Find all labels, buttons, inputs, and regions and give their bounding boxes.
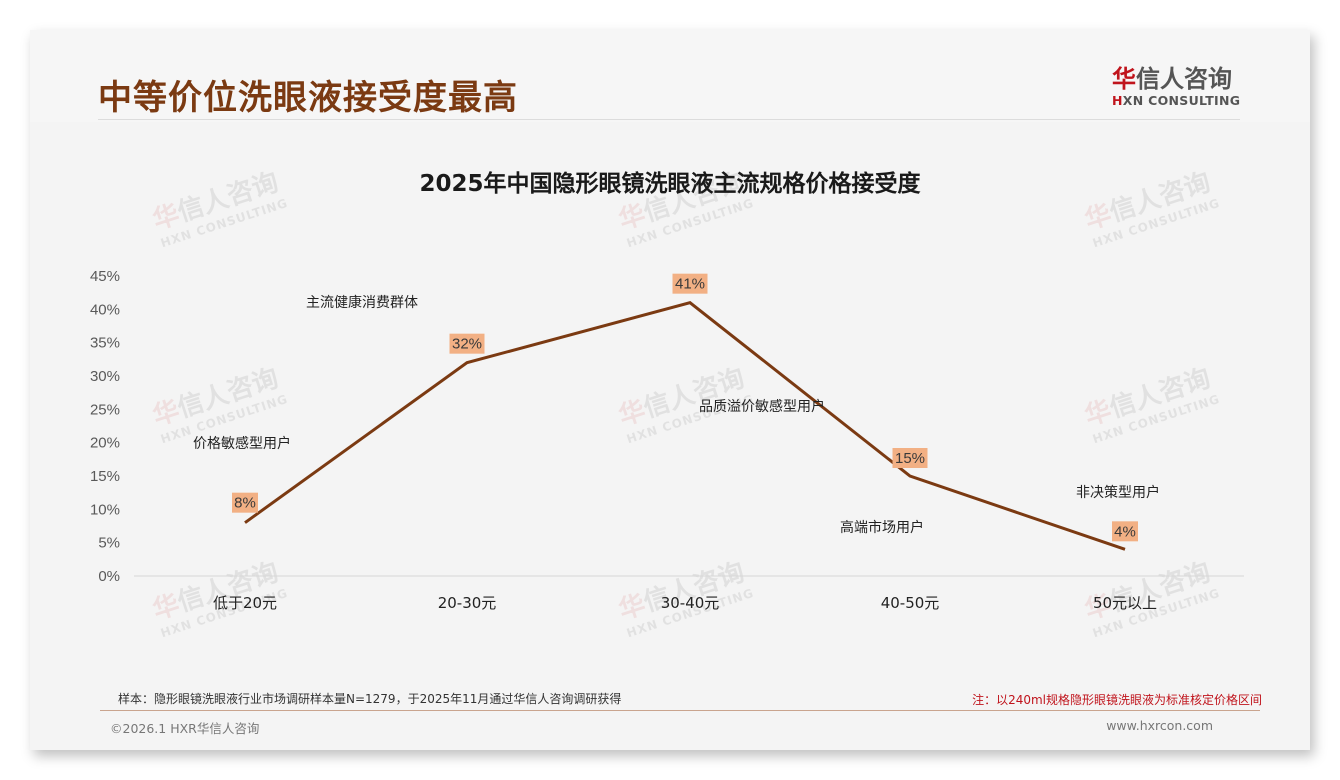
svg-text:4%: 4%	[1114, 523, 1136, 540]
y-tick-label: 40%	[90, 301, 120, 318]
page-title: 中等价位洗眼液接受度最高	[98, 78, 518, 118]
data-label: 32%	[449, 333, 485, 354]
x-tick-label: 低于20元	[213, 594, 277, 612]
svg-text:41%: 41%	[675, 276, 705, 293]
y-tick-label: 35%	[90, 335, 120, 352]
line-chart: 0% 5% 10% 15% 20% 25% 30% 35% 40% 45% 低于20元 20-30元 3…	[90, 268, 1244, 612]
y-tick-label: 0%	[98, 568, 120, 585]
logo-cn: 华信人咨询	[1112, 66, 1242, 92]
y-tick-label: 30%	[90, 368, 120, 385]
logo-en-rest: XN CONSULTING	[1122, 93, 1241, 108]
svg-text:8%: 8%	[234, 495, 256, 512]
logo-cn-first: 华	[1112, 65, 1136, 93]
data-label: 15%	[892, 448, 928, 468]
series-line	[244, 301, 1126, 551]
logo-en: HXN CONSULTING	[1112, 93, 1242, 109]
slide: 中等价位洗眼液接受度最高 华信人咨询 HXN CONSULTING 华信人咨询 H…	[30, 30, 1310, 750]
x-tick-label: 40-50元	[881, 594, 940, 612]
brand-logo: 华信人咨询 HXN CONSULTING	[1112, 66, 1242, 109]
annotation-label: 非决策型用户	[1076, 484, 1160, 501]
logo-en-first: H	[1112, 93, 1123, 108]
data-label: 8%	[232, 492, 258, 513]
data-label: 41%	[672, 273, 708, 294]
annotation-label: 主流健康消费群体	[306, 294, 418, 311]
y-tick-label: 45%	[90, 268, 120, 285]
y-tick-label: 5%	[98, 535, 120, 552]
y-tick-label: 20%	[90, 435, 120, 452]
spec-note: 注：以240ml规格隐形眼镜洗眼液为标准核定价格区间	[972, 693, 1262, 707]
annotation-label: 高端市场用户	[840, 519, 924, 536]
x-tick-label: 30-40元	[661, 594, 720, 612]
x-tick-label: 20-30元	[438, 594, 497, 612]
x-tick-label: 50元以上	[1093, 594, 1157, 612]
chart-title: 2025年中国隐形眼镜洗眼液主流规格价格接受度	[419, 171, 921, 197]
copyright: ©2026.1 HXR华信人咨询	[110, 721, 260, 736]
website-link[interactable]: www.hxrcon.com	[1106, 718, 1213, 733]
header-divider	[98, 119, 1240, 120]
svg-text:32%: 32%	[452, 336, 482, 353]
svg-text:15%: 15%	[895, 450, 925, 467]
logo-cn-rest: 信人咨询	[1136, 65, 1232, 93]
data-label: 4%	[1112, 521, 1138, 542]
y-tick-label: 15%	[90, 468, 120, 485]
annotation-label: 品质溢价敏感型用户	[699, 398, 825, 415]
footer-divider	[100, 710, 1260, 711]
y-tick-label: 25%	[90, 401, 120, 418]
sample-note: 样本：隐形眼镜洗眼液行业市场调研样本量N=1279，于2025年11月通过华信人…	[118, 692, 622, 706]
annotation-label: 价格敏感型用户	[193, 435, 291, 452]
y-tick-label: 10%	[90, 501, 120, 518]
header-band	[30, 30, 1310, 122]
